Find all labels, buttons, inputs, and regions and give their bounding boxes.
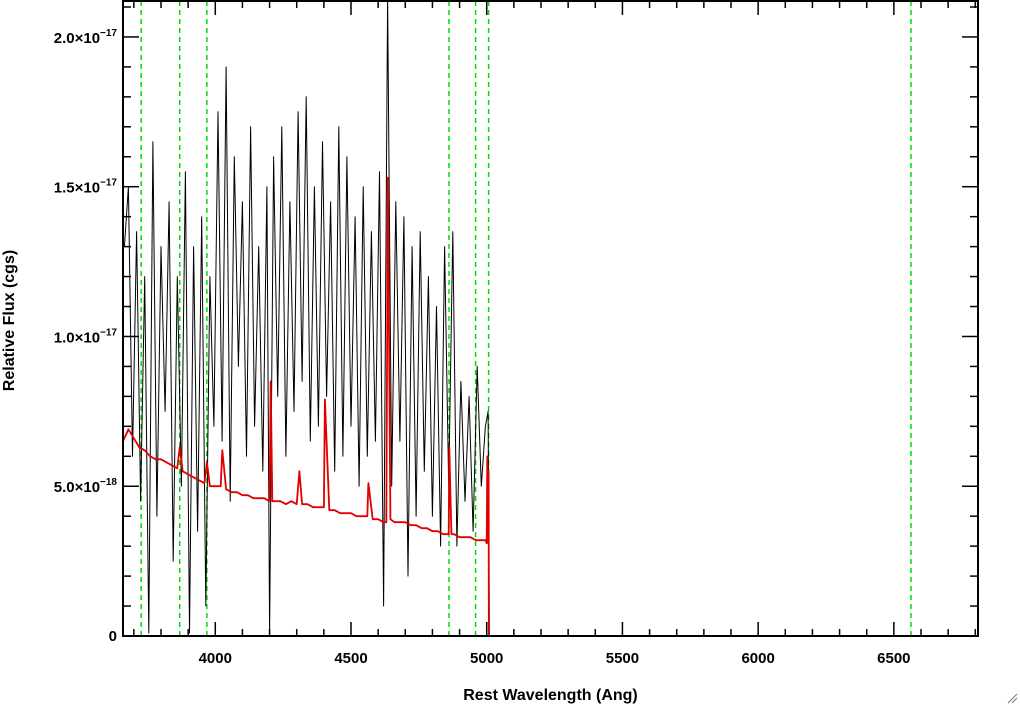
y-tick-label: 2.0×10−17 bbox=[54, 28, 118, 47]
x-tick-labels: 4000 4500 5000 5500 6000 6500 bbox=[199, 650, 911, 667]
y-tick-label: 1.5×10−17 bbox=[54, 178, 118, 197]
x-tick-label: 4500 bbox=[334, 650, 367, 667]
y-tick-label: 0 bbox=[109, 628, 117, 645]
y-axis-title: Relative Flux (cgs) bbox=[1, 250, 18, 391]
resize-grip-icon[interactable] bbox=[1007, 693, 1018, 704]
x-axis-title: Rest Wavelength (Ang) bbox=[463, 687, 638, 704]
y-tick-labels: 0 5.0×10−18 1.0×10−17 1.5×10−17 2.0×10−17 bbox=[54, 28, 118, 645]
emission-line-markers bbox=[140, 1, 912, 636]
plot-frame bbox=[122, 0, 979, 637]
x-tick-label: 6500 bbox=[877, 650, 910, 667]
y-tick-label: 1.0×10−17 bbox=[54, 327, 118, 346]
x-tick-label: 4000 bbox=[199, 650, 232, 667]
axis-ticks bbox=[123, 1, 978, 637]
x-tick-label: 6000 bbox=[741, 650, 774, 667]
x-tick-label: 5000 bbox=[470, 650, 503, 667]
y-tick-label: 5.0×10−18 bbox=[54, 477, 118, 496]
series-layer bbox=[122, 0, 978, 637]
model-spectrum-line bbox=[122, 176, 978, 637]
x-tick-label: 5500 bbox=[606, 650, 639, 667]
observed-spectrum-line bbox=[123, 0, 978, 637]
